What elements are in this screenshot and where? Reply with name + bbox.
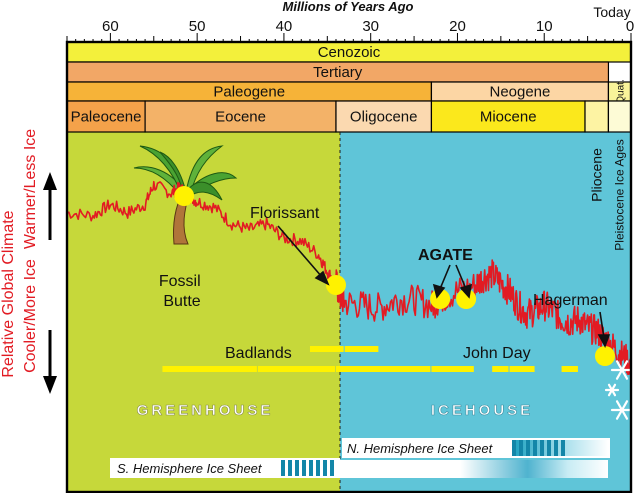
ice-stripe <box>512 440 516 456</box>
site-marker <box>456 289 477 309</box>
s-hemisphere-label: S. Hemisphere Ice Sheet <box>117 461 263 476</box>
s-hemisphere-sheet-bar <box>340 460 608 478</box>
x-tick-label: 0 <box>626 18 634 35</box>
y-axis-label-title: Relative Global Climate <box>0 210 17 377</box>
ice-stripe <box>302 460 306 476</box>
formation-bar <box>257 366 335 372</box>
site-marker <box>325 275 346 295</box>
y-axis-label-cold: Cooler/More Ice <box>22 259 39 373</box>
pliocene-label: Pliocene <box>589 148 605 202</box>
fossil-sites <box>174 186 615 366</box>
pleistocene-label: Pleistocene Ice Ages <box>613 139 627 250</box>
icehouse-band <box>340 132 631 492</box>
site-label-fossil-line1: Fossil <box>159 273 201 290</box>
formation-ranges <box>162 346 578 372</box>
ice-stripe <box>519 440 523 456</box>
ice-stripe <box>540 440 544 456</box>
formation-bar <box>335 366 431 372</box>
site-label-fossil-line2: Butte <box>163 293 200 310</box>
cooler-arrow-icon <box>43 330 57 394</box>
s-hemisphere-stripes <box>281 460 334 476</box>
ice-stripe <box>323 460 327 476</box>
x-tick-label: 50 <box>189 18 206 35</box>
x-tick-label: 40 <box>276 18 293 35</box>
ice-stripe <box>288 460 292 476</box>
formation-bar <box>509 366 535 372</box>
site-label-hagerman: Hagerman <box>533 292 608 309</box>
x-tick-label: 60 <box>102 18 119 35</box>
formation-bar <box>162 366 257 372</box>
formation-bar <box>561 366 578 372</box>
formation-bar <box>309 346 344 352</box>
site-marker <box>430 289 451 309</box>
icehouse-label: ICEHOUSE <box>431 402 533 419</box>
timescale-label: Oligocene <box>350 109 418 126</box>
x-tick-label: 20 <box>449 18 466 35</box>
formation-label-badlands: Badlands <box>225 345 292 362</box>
timescale-cell <box>66 100 146 133</box>
timescale-cell <box>144 100 337 133</box>
formation-bar <box>431 366 474 372</box>
formation-bar <box>492 366 509 372</box>
ice-stripe <box>281 460 285 476</box>
timescale-label: Paleogene <box>213 84 285 101</box>
warmer-arrow-icon <box>43 172 57 240</box>
timescale-label: Cenozoic <box>318 44 381 61</box>
site-arrows <box>277 225 611 348</box>
ice-stripe <box>533 440 537 456</box>
timescale-label: Eocene <box>215 109 266 126</box>
timescale-label: Quat. <box>616 79 627 103</box>
site-label-agate: AGATE <box>418 247 473 264</box>
ice-stripe <box>295 460 299 476</box>
timescale-label: Neogene <box>489 84 550 101</box>
site-label-fossil: Fossil Butte <box>159 273 205 310</box>
snowflake-icon <box>604 360 634 420</box>
site-label-florissant: Florissant <box>250 205 320 222</box>
site-marker <box>594 346 615 366</box>
timescale-cell <box>584 100 610 133</box>
ice-stripe <box>330 460 334 476</box>
ice-stripe <box>547 440 551 456</box>
x-tick-label: 10 <box>536 18 553 35</box>
greenhouse-label: GREENHOUSE <box>137 402 274 419</box>
axis-title: Millions of Years Ago <box>283 0 414 14</box>
x-axis: 60 50 40 30 20 10 0 <box>66 18 634 42</box>
timescale-label: Paleocene <box>71 109 142 126</box>
tick-label-today: Today <box>593 4 630 20</box>
timescale-cell <box>430 100 586 133</box>
ice-stripe <box>554 440 558 456</box>
site-marker <box>174 186 195 206</box>
ice-stripe <box>561 440 565 456</box>
timescale-cell <box>607 100 632 133</box>
ice-stripe <box>309 460 313 476</box>
timescale-label: Miocene <box>480 109 537 126</box>
plot-frame <box>65 40 633 493</box>
y-axis-label-warm: Warmer/Less Ice <box>22 129 39 249</box>
formation-label-john-day: John Day <box>463 345 531 362</box>
x-tick-label: 30 <box>362 18 379 35</box>
ice-stripe <box>526 440 530 456</box>
timescale-label: Tertiary <box>313 64 363 81</box>
ice-stripe <box>316 460 320 476</box>
n-hemisphere-label: N. Hemisphere Ice Sheet <box>347 441 494 456</box>
formation-bar <box>344 346 379 352</box>
n-hemisphere-stripes <box>512 440 565 456</box>
